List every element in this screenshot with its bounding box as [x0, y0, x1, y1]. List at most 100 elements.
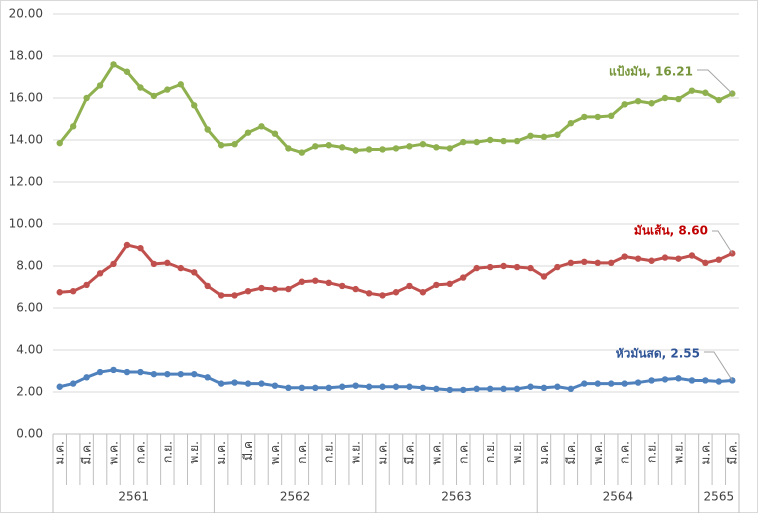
- series-point: [473, 138, 480, 146]
- series-point: [365, 290, 373, 297]
- series-point: [271, 382, 279, 389]
- series-point: [379, 292, 386, 299]
- series-point: [661, 376, 669, 383]
- series-point: [379, 383, 386, 390]
- series-point: [648, 257, 655, 264]
- end-label: มันเส้น, 8.60: [634, 224, 708, 238]
- x-tick-label: ก.ย.: [483, 441, 497, 463]
- series-point: [258, 284, 265, 292]
- x-group-label: 2565: [704, 490, 735, 504]
- series-point: [338, 383, 346, 390]
- series-point: [110, 260, 117, 268]
- series-point: [56, 383, 63, 390]
- series-point: [486, 263, 494, 271]
- y-tick-label: 16.00: [9, 91, 43, 105]
- series-point: [419, 384, 427, 391]
- x-tick-label: มี.ค.: [402, 441, 416, 465]
- series-point: [406, 282, 413, 290]
- series-point: [123, 68, 131, 75]
- x-tick-label: ก.ค.: [295, 441, 309, 464]
- series-point: [96, 368, 104, 376]
- series-point: [338, 282, 346, 290]
- series-point: [365, 146, 373, 153]
- series-point: [217, 292, 225, 299]
- x-group-label: 2561: [118, 490, 149, 504]
- series-point: [608, 259, 615, 267]
- series-point: [648, 100, 655, 107]
- series-point: [204, 374, 211, 381]
- series-point: [473, 264, 480, 272]
- series-point: [312, 277, 319, 284]
- series-point: [594, 113, 601, 121]
- y-tick-label: 4.00: [16, 343, 43, 357]
- series-point: [285, 285, 292, 293]
- series-point: [567, 120, 575, 127]
- series-point: [567, 259, 575, 267]
- series-point: [123, 368, 131, 376]
- series-point: [137, 84, 144, 91]
- series-point: [581, 113, 588, 121]
- series-point: [446, 145, 454, 152]
- series-point: [325, 279, 332, 286]
- series-point: [419, 141, 427, 148]
- series-point: [419, 289, 427, 296]
- series-point: [675, 255, 682, 262]
- series-point: [500, 262, 507, 270]
- x-tick-label: พ.ย.: [510, 441, 524, 464]
- series-point: [581, 258, 588, 265]
- y-tick-label: 18.00: [9, 49, 43, 63]
- y-tick-label: 0.00: [16, 427, 43, 441]
- series-point: [150, 260, 158, 268]
- series-point: [56, 139, 63, 147]
- series-point: [634, 255, 642, 262]
- series-point: [540, 273, 548, 280]
- series-point: [312, 384, 319, 391]
- series-point: [648, 377, 655, 384]
- series-point: [433, 281, 440, 289]
- x-tick-label: ก.ค.: [456, 441, 470, 464]
- series-point: [392, 145, 400, 152]
- x-tick-label: พ.ย.: [349, 441, 363, 464]
- x-tick-label: ม.ค.: [376, 441, 390, 465]
- series-point: [325, 384, 332, 391]
- y-tick-label: 20.00: [9, 7, 43, 21]
- series-point: [540, 384, 548, 391]
- series-point: [150, 370, 158, 378]
- series-point: [244, 129, 252, 136]
- series-point: [231, 379, 238, 386]
- x-tick-label: พ.ค.: [107, 441, 121, 465]
- series-point: [621, 101, 628, 108]
- series-point: [688, 377, 696, 384]
- series-point: [352, 285, 359, 293]
- series-point: [110, 61, 117, 68]
- leader-line: [697, 69, 733, 94]
- y-tick-label: 6.00: [16, 301, 43, 315]
- series-point: [527, 132, 534, 139]
- series-point: [446, 280, 454, 288]
- series-point: [460, 138, 467, 146]
- series-point: [567, 385, 575, 393]
- series-point: [56, 289, 63, 296]
- series-point: [137, 244, 144, 252]
- series-point: [554, 383, 561, 390]
- x-tick-label: ก.ย.: [322, 441, 336, 463]
- series-point: [69, 123, 77, 130]
- series-point: [164, 370, 171, 378]
- x-tick-label: พ.ย.: [671, 441, 685, 464]
- x-tick-label: ม.ค.: [53, 441, 67, 465]
- series-point: [271, 130, 279, 137]
- series-point: [298, 278, 306, 285]
- x-tick-label: ม.ค.: [537, 441, 551, 465]
- series-point: [513, 137, 521, 145]
- series-point: [392, 383, 400, 390]
- series-point: [191, 370, 198, 378]
- series-point: [581, 380, 588, 387]
- series-point: [379, 146, 386, 153]
- series-point: [688, 87, 696, 94]
- x-tick-label: ก.ย.: [160, 441, 174, 463]
- series-point: [406, 143, 413, 150]
- series-point: [137, 368, 144, 376]
- series-point: [177, 264, 184, 272]
- series-point: [702, 89, 709, 96]
- series-point: [204, 282, 211, 290]
